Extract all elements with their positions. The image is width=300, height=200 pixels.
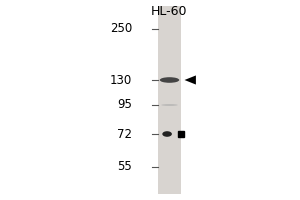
Ellipse shape xyxy=(161,104,178,106)
Ellipse shape xyxy=(160,77,179,83)
Polygon shape xyxy=(184,75,196,85)
Text: 72: 72 xyxy=(117,128,132,140)
Bar xyxy=(158,6,181,194)
Text: 130: 130 xyxy=(110,73,132,86)
Text: 250: 250 xyxy=(110,22,132,36)
Text: 95: 95 xyxy=(117,98,132,112)
Text: 55: 55 xyxy=(117,160,132,173)
Ellipse shape xyxy=(162,131,172,137)
Text: HL-60: HL-60 xyxy=(151,5,188,18)
